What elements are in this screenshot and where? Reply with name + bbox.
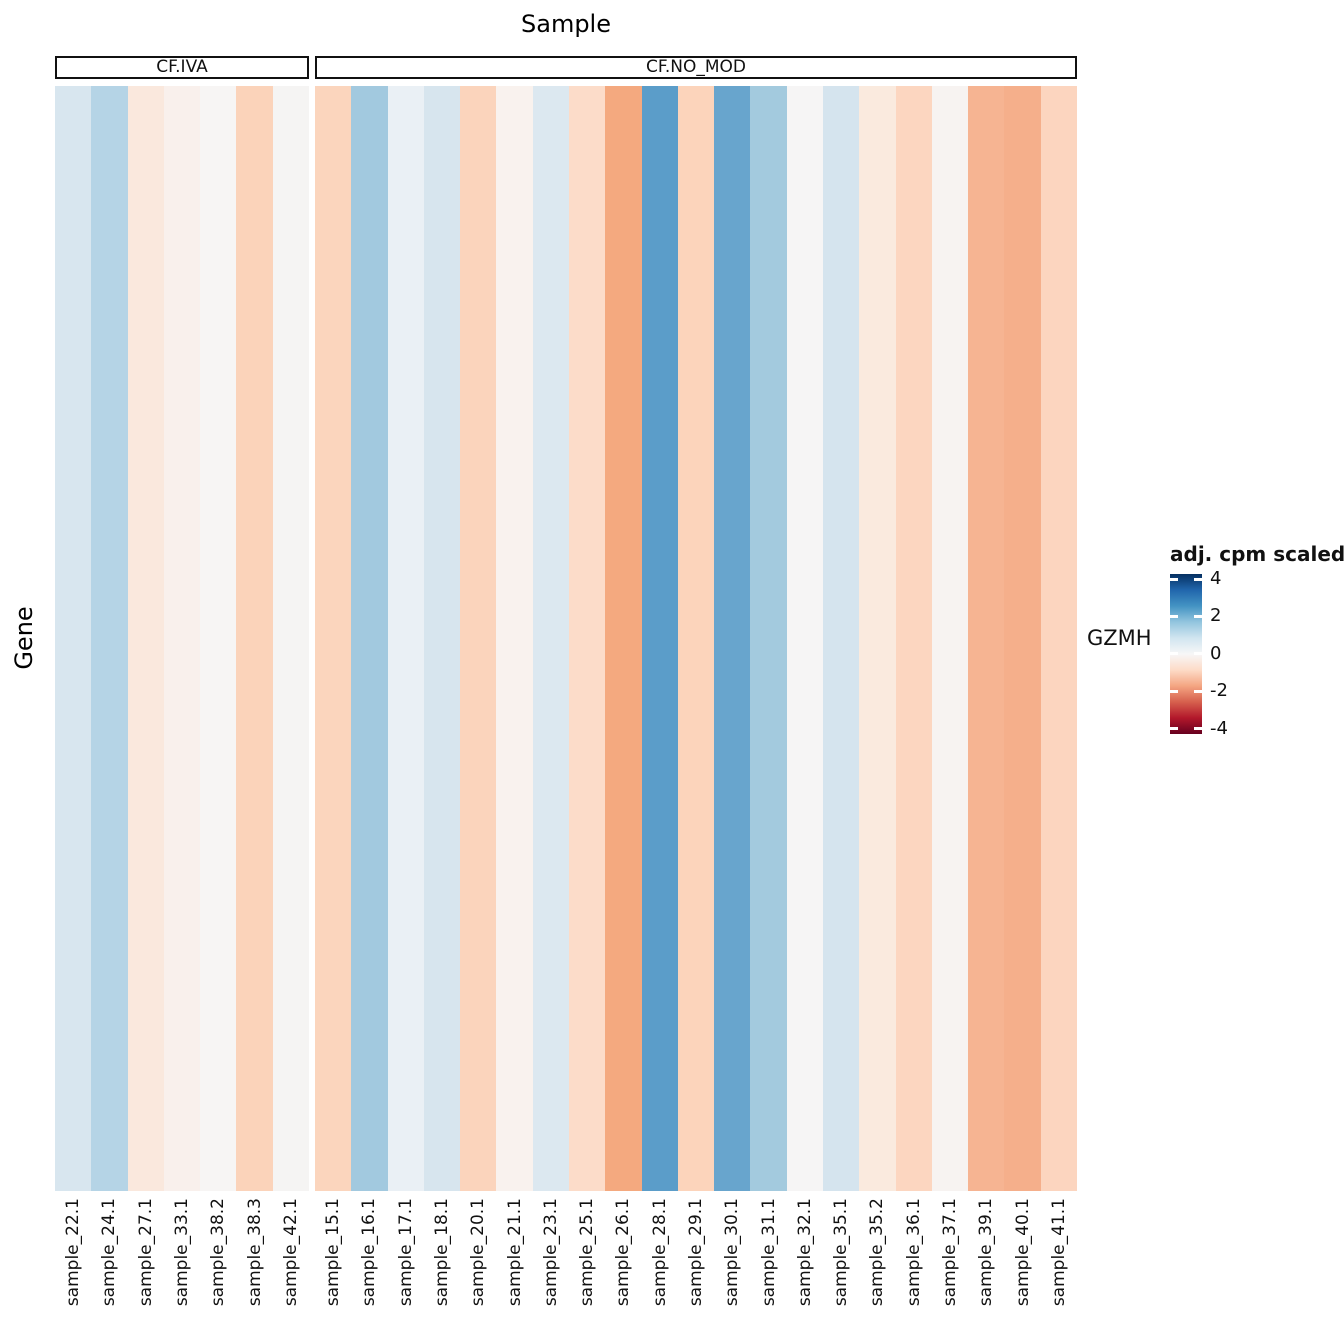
heatmap-cell [423,86,461,1191]
x-tick-label: sample_32.1 [794,1198,815,1307]
colorbar-tick-mark [1194,614,1202,618]
gene-row-label: GZMH [1087,626,1152,650]
heatmap-block-1 [315,86,1077,1191]
x-tick-label: sample_18.1 [432,1198,452,1307]
heatmap-cell [931,86,969,1191]
colorbar-tick-mark [1194,727,1202,731]
group-header-0: CF.IVA [55,56,309,79]
x-tick-label: sample_17.1 [395,1198,416,1307]
heatmap-cell [1004,86,1041,1191]
x-tick-label: sample_38.3 [244,1198,265,1307]
colorbar-tick-mark [1170,652,1178,656]
heatmap-cell [677,86,715,1191]
x-tick-label: sample_20.1 [468,1198,489,1307]
heatmap-cell [127,86,164,1191]
heatmap-cell [351,86,388,1191]
y-axis-label: Gene [10,606,38,670]
heatmap-cell [55,86,92,1191]
colorbar-tick-mark [1170,689,1178,693]
x-tick-label: sample_25.1 [577,1198,598,1307]
heatmap-cell [236,86,273,1191]
x-tick-label: sample_21.1 [504,1198,525,1307]
colorbar-tick-label: -4 [1210,717,1228,739]
heatmap-cell [786,86,823,1191]
x-tick-label: sample_41.1 [1048,1198,1069,1307]
colorbar-tick-label: 2 [1210,605,1222,627]
x-tick-label: sample_40.1 [1012,1198,1033,1307]
colorbar-tick-mark [1194,652,1202,656]
x-tick-label: sample_27.1 [135,1198,156,1307]
x-tick-label: sample_29.1 [686,1198,706,1307]
heatmap-cell [822,86,860,1191]
heatmap-cell [532,86,569,1191]
colorbar-tick-label: -2 [1210,680,1228,702]
x-tick-label: sample_39.1 [976,1198,997,1307]
legend-title: adj. cpm scaled [1170,542,1344,566]
colorbar-tick-mark [1194,577,1202,581]
x-tick-label: sample_37.1 [940,1198,960,1307]
heatmap-cell [91,86,128,1191]
heatmap-cell [460,86,497,1191]
x-tick-label: sample_35.1 [831,1198,852,1307]
colorbar-tick-mark [1170,727,1178,731]
x-tick-label: sample_31.1 [758,1198,779,1307]
heatmap-cell [895,86,932,1191]
heatmap-cell [714,86,751,1191]
colorbar-tick-mark [1194,689,1202,693]
heatmap-cell [568,86,606,1191]
heatmap-cell [315,86,352,1191]
heatmap-cell [163,86,201,1191]
x-tick-label: sample_28.1 [649,1198,670,1307]
heatmap-block-0 [55,86,309,1191]
x-tick-label: sample_24.1 [99,1198,120,1307]
heatmap-cell [200,86,237,1191]
heatmap-cell [272,86,309,1191]
x-tick-label: sample_35.2 [867,1198,888,1307]
plot-title: Sample [521,10,611,38]
x-tick-label: sample_38.2 [208,1198,229,1307]
heatmap-cell [387,86,424,1191]
heatmap-cell [605,86,642,1191]
x-tick-label: sample_42.1 [280,1198,301,1307]
x-tick-label: sample_16.1 [359,1198,380,1307]
x-tick-label: sample_36.1 [903,1198,924,1307]
x-tick-label: sample_15.1 [323,1198,344,1307]
x-tick-label: sample_30.1 [722,1198,743,1307]
group-header-1: CF.NO_MOD [315,56,1077,79]
heatmap-cell [1040,86,1077,1191]
x-tick-label: sample_22.1 [63,1198,84,1307]
colorbar-tick-mark [1170,614,1178,618]
heatmap-cell [641,86,678,1191]
colorbar-tick-mark [1170,577,1178,581]
heatmap-cell [496,86,533,1191]
heatmap-cell [750,86,787,1191]
x-tick-label: sample_26.1 [613,1198,634,1307]
x-tick-label: sample_33.1 [172,1198,192,1307]
heatmap-cell [859,86,896,1191]
x-tick-label: sample_23.1 [540,1198,561,1307]
colorbar-tick-label: 4 [1210,568,1222,589]
colorbar-tick-label: 0 [1210,642,1222,664]
heatmap-cell [968,86,1005,1191]
